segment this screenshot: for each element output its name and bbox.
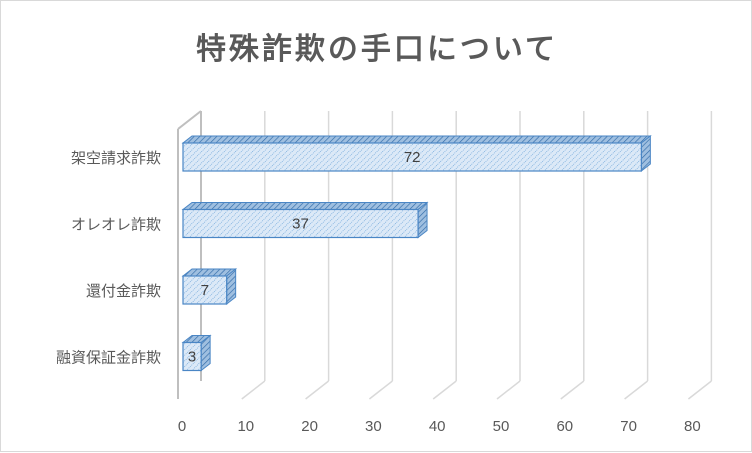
bar-front-face (182, 142, 642, 172)
x-tick-label: 40 (429, 418, 446, 435)
data-label: 72 (404, 149, 421, 166)
gridline-floor (368, 380, 393, 400)
data-label: 3 (188, 349, 196, 366)
category-label: 架空請求詐欺 (71, 149, 161, 167)
bar (181, 334, 212, 372)
bar-front-face (182, 341, 202, 372)
gridline-floor (560, 380, 585, 400)
chart-title: 特殊詐欺の手口について (196, 32, 558, 67)
bar-top-face (181, 202, 429, 210)
bar (181, 267, 238, 306)
x-tick-label: 50 (493, 418, 510, 435)
data-label: 37 (292, 216, 309, 233)
x-tick-label: 80 (684, 418, 701, 435)
x-tick-label: 10 (237, 418, 254, 435)
x-tick-label: 70 (620, 418, 637, 435)
x-tick-label: 60 (556, 418, 573, 435)
x-tick-label: 20 (301, 418, 318, 435)
gridline-floor (687, 380, 712, 400)
category-label: 融資保証金詐欺 (56, 349, 161, 367)
gridline-floor (305, 380, 330, 400)
bar-top-face (181, 135, 652, 144)
x-tick-label: 30 (365, 418, 382, 435)
data-label: 7 (201, 282, 209, 299)
bar (181, 134, 652, 173)
x-tick-label: 0 (178, 418, 186, 435)
bar-front-face (182, 275, 228, 305)
bar (181, 201, 429, 239)
bar-front-face (182, 208, 419, 239)
gridline-floor (496, 380, 521, 400)
wall-edge-top (177, 110, 202, 130)
category-label: オレオレ詐欺 (71, 216, 161, 234)
gridline-floor (624, 380, 649, 400)
category-label: 還付金詐欺 (86, 282, 161, 300)
gridline-floor (432, 380, 457, 400)
gridline-floor (241, 380, 266, 400)
